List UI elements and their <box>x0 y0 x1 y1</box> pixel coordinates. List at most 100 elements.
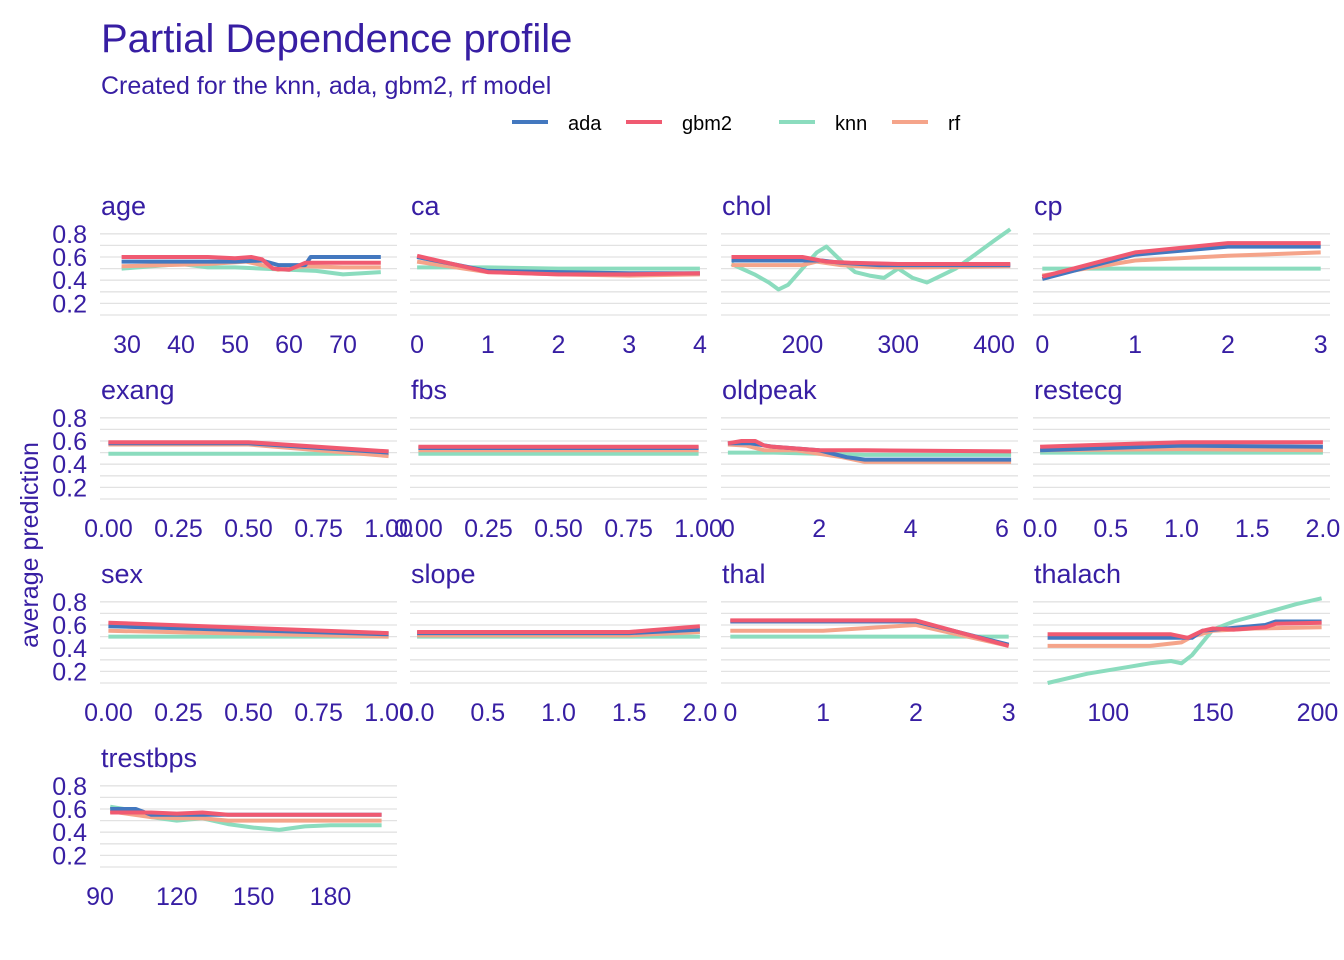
x-tick-label: 1 <box>1128 331 1142 359</box>
x-tick-label: 0.25 <box>464 515 513 543</box>
series-line-rf <box>108 628 389 639</box>
y-tick-label: 0.6 <box>52 796 87 824</box>
x-tick-label: 1.5 <box>1235 515 1270 543</box>
y-tick-label: 0.4 <box>52 635 87 663</box>
x-tick-label: 150 <box>1192 699 1234 727</box>
y-tick-label: 0.8 <box>52 405 87 433</box>
panel-title-thal: thal <box>722 559 766 589</box>
x-tick-label: 0.75 <box>294 515 343 543</box>
y-tick-label: 0.6 <box>52 428 87 456</box>
x-tick-label: 0.5 <box>470 699 505 727</box>
x-tick-label: 100 <box>1087 699 1129 727</box>
x-tick-label: 0.00 <box>84 699 133 727</box>
x-tick-label: 1 <box>481 331 495 359</box>
x-tick-label: 150 <box>233 883 275 911</box>
x-tick-label: 0.0 <box>400 699 435 727</box>
legend-label-ada: ada <box>568 113 602 135</box>
series-line-rf <box>730 623 1010 648</box>
x-tick-label: 0 <box>723 699 737 727</box>
x-tick-label: 0.75 <box>294 699 343 727</box>
panel-title-trestbps: trestbps <box>101 743 197 773</box>
panel-title-chol: chol <box>722 191 772 221</box>
x-tick-label: 0.5 <box>1093 515 1128 543</box>
x-tick-label: 3 <box>1314 331 1328 359</box>
y-axis-label: average prediction <box>16 442 44 648</box>
y-tick-label: 0.8 <box>52 589 87 617</box>
x-tick-label: 2 <box>552 331 566 359</box>
y-tick-label: 0.2 <box>52 842 87 870</box>
legend-label-rf: rf <box>948 113 961 135</box>
x-tick-label: 0.50 <box>224 515 273 543</box>
x-tick-label: 0 <box>410 331 424 359</box>
x-tick-label: 70 <box>329 331 357 359</box>
panel-title-cp: cp <box>1034 191 1063 221</box>
panel-exang: exang 0.20.40.60.8 0.00 0.25 0.50 0.75 1.00 <box>52 375 413 543</box>
x-tick-label: 2 <box>909 699 923 727</box>
x-tick-label: 1 <box>816 699 830 727</box>
panel-thalach: thalach 100 150 200 <box>1033 559 1338 727</box>
x-tick-label: 0.50 <box>224 699 273 727</box>
panel-title-slope: slope <box>411 559 476 589</box>
panel-oldpeak: oldpeak 0 2 4 6 <box>721 375 1018 543</box>
x-tick-label: 0 <box>721 515 735 543</box>
chart-title: Partial Dependence profile <box>101 17 572 61</box>
x-tick-label: 3 <box>622 331 636 359</box>
x-tick-label: 400 <box>973 331 1015 359</box>
panel-title-restecg: restecg <box>1034 375 1123 405</box>
series-line-rf <box>727 442 1012 464</box>
y-tick-label: 0.8 <box>52 221 87 249</box>
y-tick-label: 0.4 <box>52 451 87 479</box>
panel-title-age: age <box>101 191 146 221</box>
x-tick-label: 2.0 <box>1306 515 1341 543</box>
x-tick-label: 0 <box>1035 331 1049 359</box>
series-line-rf <box>417 630 700 638</box>
legend-item-rf: rf <box>892 113 961 135</box>
x-tick-label: 0.0 <box>1023 515 1058 543</box>
panel-fbs: fbs 0.00 0.25 0.50 0.75 1.00 <box>394 375 723 543</box>
x-tick-label: 1.00 <box>364 699 413 727</box>
x-tick-label: 1.00 <box>364 515 413 543</box>
series-line-gbm2 <box>417 624 701 634</box>
x-tick-label: 200 <box>782 331 824 359</box>
x-tick-label: 0.75 <box>604 515 653 543</box>
series-line-knn <box>1047 596 1323 685</box>
series-line-knn <box>730 227 1012 292</box>
x-tick-label: 4 <box>904 515 918 543</box>
series-line-gbm2 <box>731 255 1011 266</box>
panel-title-thalach: thalach <box>1034 559 1121 589</box>
x-tick-label: 30 <box>113 331 141 359</box>
x-tick-label: 1.00 <box>674 515 723 543</box>
y-tick-label: 0.2 <box>52 474 87 502</box>
y-tick-label: 0.2 <box>52 290 87 318</box>
series-line-gbm2 <box>730 618 1010 648</box>
x-tick-label: 2 <box>812 515 826 543</box>
series-line-gbm2 <box>727 439 1012 454</box>
y-tick-label: 0.4 <box>52 819 87 847</box>
x-tick-label: 50 <box>221 331 249 359</box>
x-tick-label: 0.50 <box>534 515 583 543</box>
series-line-ada <box>1041 244 1321 281</box>
panel-ca: ca 0 1 2 3 4 <box>410 191 707 359</box>
panel-thal: thal 0 1 2 3 <box>721 559 1018 727</box>
series-line-gbm2 <box>108 440 389 454</box>
panel-sex: sex 0.20.40.60.8 0.00 0.25 0.50 0.75 1.00 <box>52 559 413 727</box>
x-tick-label: 1.5 <box>612 699 647 727</box>
x-tick-label: 2 <box>1221 331 1235 359</box>
series-line-gbm2 <box>1040 440 1323 449</box>
series-line-gbm2 <box>1047 620 1322 640</box>
legend-item-gbm2: gbm2 <box>626 113 732 135</box>
x-tick-label: 0.00 <box>394 515 443 543</box>
series-line-gbm2 <box>1041 241 1321 279</box>
x-tick-label: 90 <box>86 883 114 911</box>
y-tick-label: 0.4 <box>52 267 87 295</box>
series-line-gbm2 <box>110 810 382 817</box>
series-line-ada <box>1040 443 1323 453</box>
panel-title-fbs: fbs <box>411 375 447 405</box>
panel-title-exang: exang <box>101 375 175 405</box>
series-line-ada <box>121 255 381 268</box>
panel-restecg: restecg 0.0 0.5 1.0 1.5 2.0 <box>1023 375 1341 543</box>
y-tick-label: 0.6 <box>52 612 87 640</box>
x-tick-label: 40 <box>167 331 195 359</box>
x-tick-label: 4 <box>693 331 707 359</box>
panel-age: age 0.20.40.60.8 30 40 50 60 70 <box>52 191 397 359</box>
